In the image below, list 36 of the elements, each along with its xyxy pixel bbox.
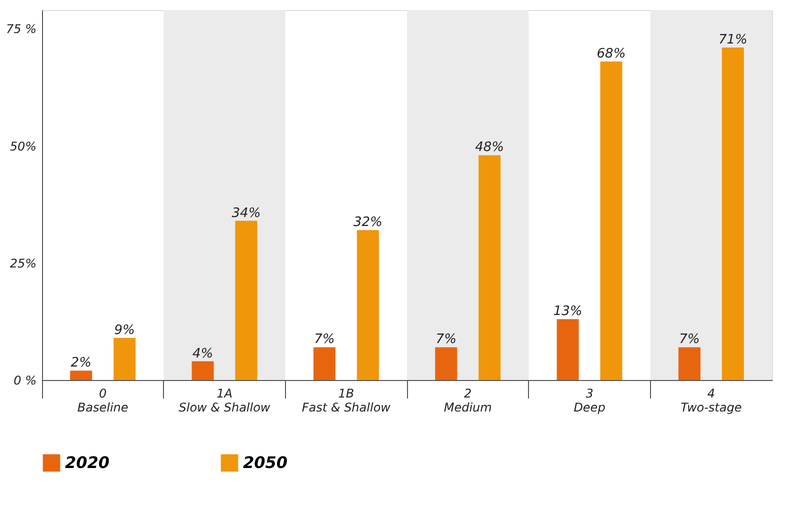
x-tick-label: 0 Baseline	[77, 386, 128, 414]
legend-label: 2020	[65, 452, 110, 472]
x-tick-label: 2 Medium	[444, 386, 492, 414]
y-tick-label: 75 %	[6, 22, 36, 36]
x-tick-label: 3 Deep	[574, 386, 606, 414]
y-tick-label: 50%	[10, 139, 36, 154]
bar	[235, 220, 258, 380]
text: 48%	[475, 140, 504, 156]
text: 9%	[114, 322, 135, 338]
text: 7%	[679, 332, 700, 348]
legend-label: 2050	[243, 452, 288, 472]
text: 68%	[596, 46, 626, 62]
x-tick-label: 4 Two-stage	[680, 386, 742, 414]
bar	[192, 361, 214, 380]
y-tick-label: 25%	[10, 256, 36, 270]
bar	[70, 370, 92, 380]
bar	[435, 347, 458, 380]
text: 71%	[718, 32, 748, 48]
text: 2%	[70, 356, 92, 371]
bar	[722, 47, 744, 380]
text: 4%	[192, 346, 214, 362]
text: 7%	[314, 332, 335, 348]
bar	[678, 347, 700, 380]
x-tick-label: 1A Slow & Shallow	[178, 386, 270, 414]
text: 7%	[436, 332, 456, 348]
bar	[313, 347, 336, 380]
text: 32%	[353, 215, 382, 230]
x-tick-label: 1B Fast & Shallow	[302, 386, 391, 414]
bar	[356, 230, 379, 380]
text: 13%	[553, 304, 582, 320]
bar	[556, 319, 579, 380]
bar	[478, 155, 501, 380]
y-tick-label: 0 %	[14, 374, 36, 388]
bar	[600, 62, 622, 380]
text: 34%	[232, 206, 261, 221]
bar	[114, 338, 136, 380]
